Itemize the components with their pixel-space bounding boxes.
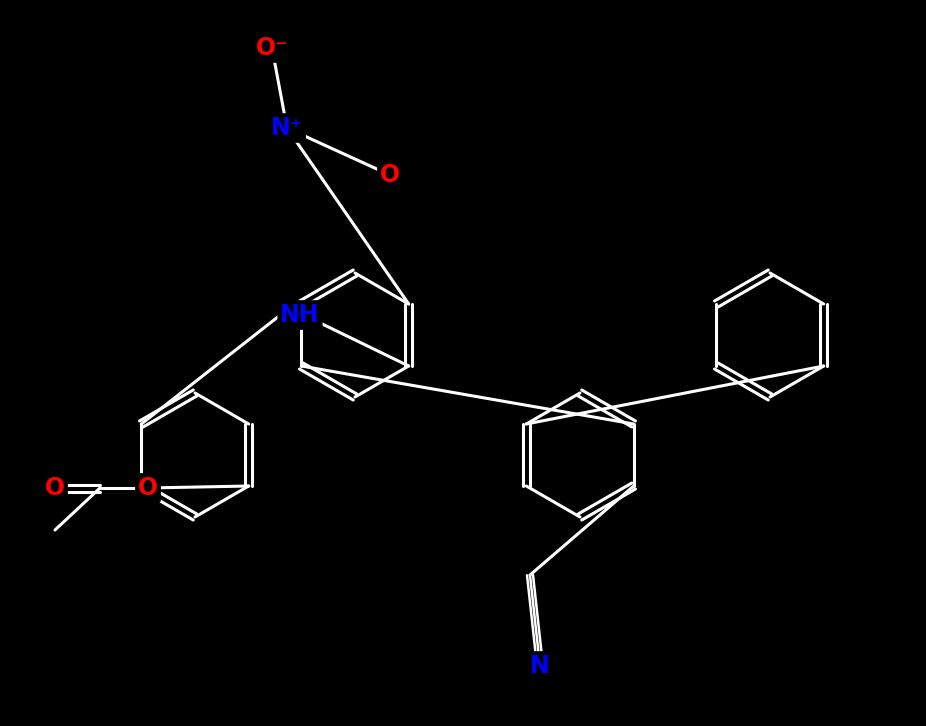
Text: NH: NH — [281, 303, 319, 327]
Text: O: O — [45, 476, 65, 500]
Text: O: O — [380, 163, 400, 187]
Text: O: O — [138, 476, 158, 500]
Text: N: N — [530, 654, 550, 678]
Text: O⁻: O⁻ — [256, 36, 288, 60]
Text: N⁺: N⁺ — [271, 116, 303, 140]
